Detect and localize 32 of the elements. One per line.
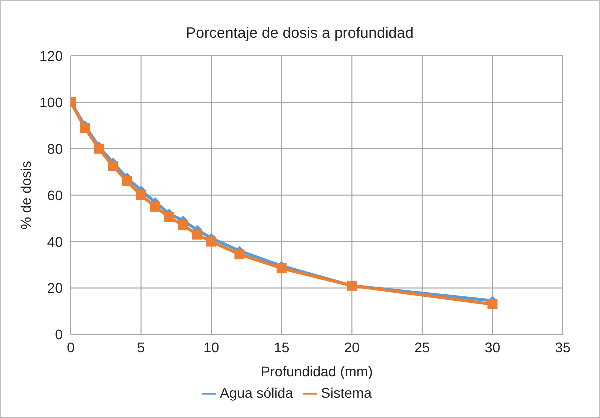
y-tick-label: 40 xyxy=(47,234,64,250)
y-tick-label: 60 xyxy=(47,187,64,204)
y-tick-label: 20 xyxy=(47,280,64,296)
x-tick-label: 35 xyxy=(555,340,571,356)
y-tick-label: 0 xyxy=(55,326,64,343)
point xyxy=(164,212,174,222)
point xyxy=(80,123,90,133)
y-axis-title: % de dosis xyxy=(18,161,34,230)
x-tick-label: 15 xyxy=(274,340,290,356)
point xyxy=(276,264,287,274)
x-tick-label: 0 xyxy=(67,340,76,356)
point xyxy=(108,161,118,172)
x-tick-label: 20 xyxy=(344,340,360,356)
point xyxy=(192,230,203,240)
point xyxy=(488,300,498,310)
y-tick-label: 120 xyxy=(40,48,64,64)
legend-label: Agua sólida xyxy=(220,384,294,401)
point xyxy=(122,176,132,186)
y-tick-label: 100 xyxy=(40,94,64,110)
point xyxy=(136,190,146,200)
x-tick-label: 30 xyxy=(484,340,501,356)
x-tick-label: 25 xyxy=(414,340,430,356)
point xyxy=(150,202,160,212)
x-axis-title: Profundidad (mm) xyxy=(260,364,374,380)
x-tick-label: 10 xyxy=(204,340,220,356)
point xyxy=(178,220,188,231)
point xyxy=(234,250,245,260)
legend-label: Sistema xyxy=(321,384,372,401)
x-tick-label: 5 xyxy=(137,340,146,356)
y-tick-label: 80 xyxy=(47,140,64,157)
point xyxy=(206,236,217,247)
chart-title: Porcentaje de dosis a profundidad xyxy=(185,25,415,42)
